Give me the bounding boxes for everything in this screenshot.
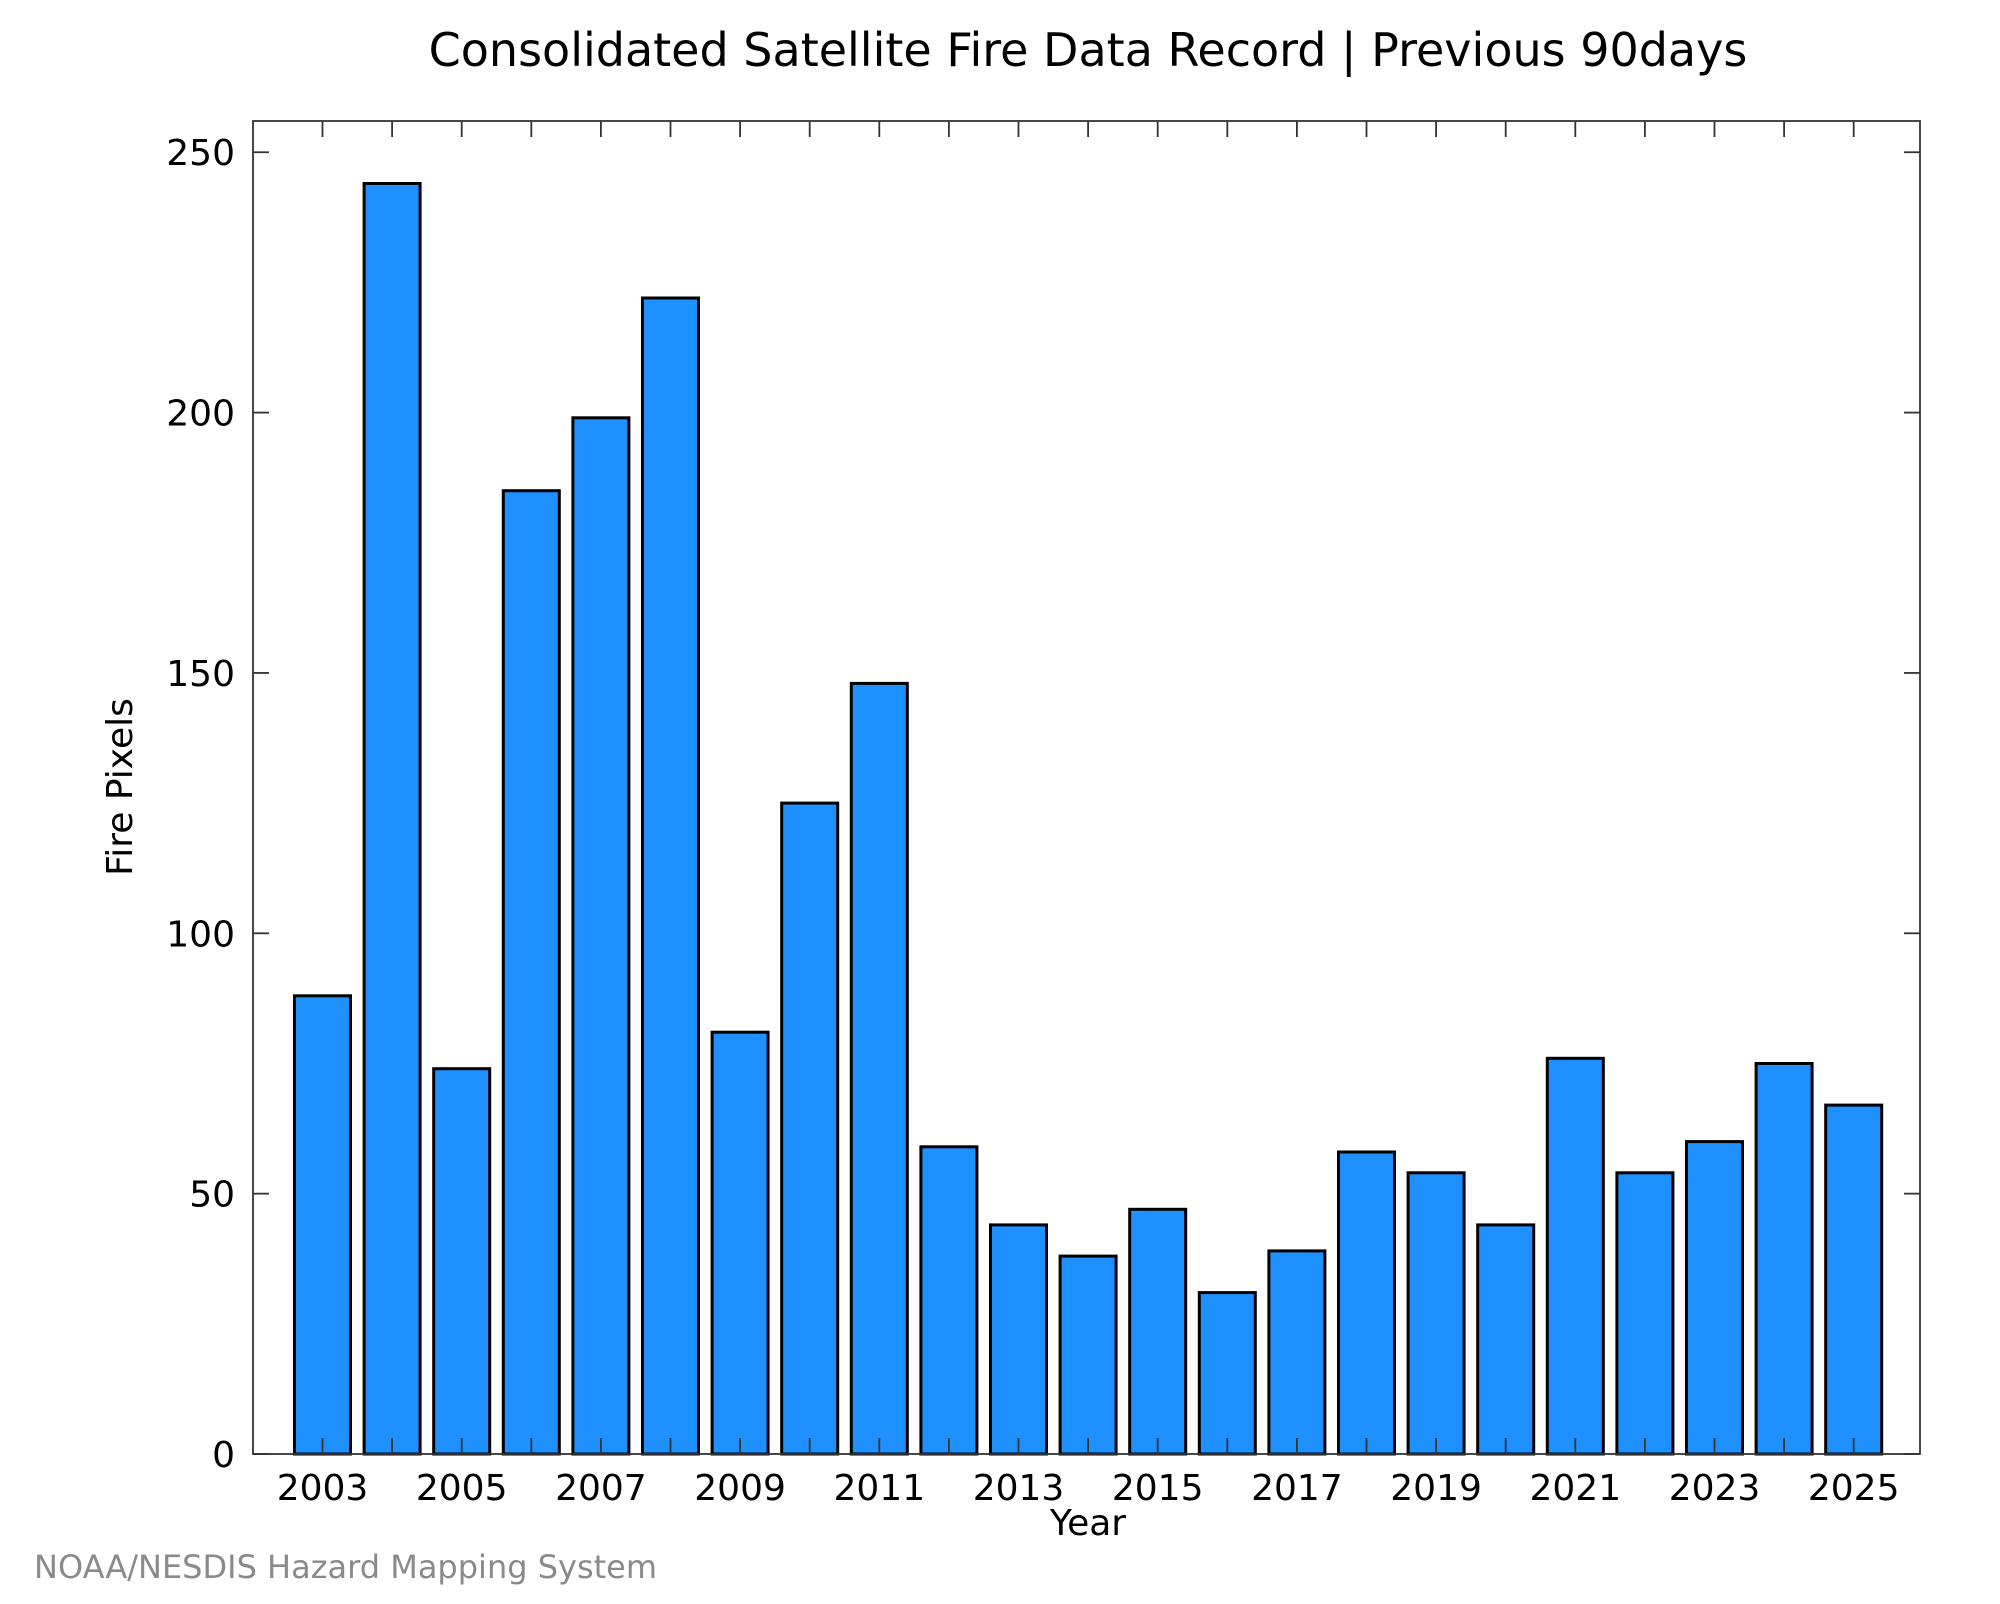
bar-2004 bbox=[362, 182, 422, 1456]
x-tick-label: 2025 bbox=[1808, 1468, 1900, 1509]
bars-layer bbox=[293, 182, 1884, 1456]
bar-2009 bbox=[710, 1030, 770, 1456]
x-tick-label: 2013 bbox=[973, 1468, 1065, 1509]
y-tick-label: 150 bbox=[166, 654, 235, 695]
y-axis-label: Fire Pixels bbox=[100, 698, 141, 876]
credit-text: NOAA/NESDIS Hazard Mapping System bbox=[34, 1548, 657, 1586]
bar-2019 bbox=[1406, 1171, 1466, 1456]
bar-2006 bbox=[501, 489, 561, 1456]
x-tick-label: 2005 bbox=[416, 1468, 508, 1509]
bar-2016 bbox=[1197, 1291, 1257, 1456]
bar-2018 bbox=[1337, 1150, 1396, 1456]
bar-2012 bbox=[919, 1145, 979, 1456]
bar-2008 bbox=[641, 296, 700, 1456]
plot-frame bbox=[252, 120, 1921, 1455]
x-tick-label: 2007 bbox=[555, 1468, 647, 1509]
bar-2011 bbox=[849, 681, 909, 1456]
x-tick-label: 2009 bbox=[694, 1468, 786, 1509]
bar-2014 bbox=[1058, 1254, 1118, 1456]
x-tick-label: 2011 bbox=[833, 1468, 925, 1509]
bar-2021 bbox=[1545, 1056, 1605, 1456]
y-tick-label: 50 bbox=[189, 1175, 235, 1216]
x-tick-label: 2019 bbox=[1390, 1468, 1482, 1509]
bar-2010 bbox=[780, 801, 840, 1456]
bar-2003 bbox=[293, 994, 352, 1456]
bar-2024 bbox=[1754, 1062, 1814, 1456]
y-tick-label: 100 bbox=[166, 914, 235, 955]
chart-title: Consolidated Satellite Fire Data Record … bbox=[429, 23, 1748, 78]
x-tick-label: 2015 bbox=[1112, 1468, 1204, 1509]
bar-2005 bbox=[432, 1067, 492, 1456]
bar-2013 bbox=[989, 1223, 1048, 1456]
ticks-layer: 0 50 100 150 200 250 2003 2005 2007 2009 2011 2013 2… bbox=[166, 121, 1920, 1509]
x-tick-label: 2003 bbox=[277, 1468, 369, 1509]
bar-2022 bbox=[1615, 1171, 1675, 1456]
bar-2025 bbox=[1824, 1103, 1884, 1456]
bar-2023 bbox=[1685, 1140, 1744, 1456]
y-tick-label: 200 bbox=[166, 394, 235, 435]
y-tick-label: 0 bbox=[212, 1435, 235, 1476]
x-tick-label: 2023 bbox=[1669, 1468, 1761, 1509]
bar-2015 bbox=[1128, 1207, 1188, 1456]
bar-2017 bbox=[1267, 1249, 1327, 1456]
bar-2007 bbox=[571, 416, 631, 1456]
bar-2020 bbox=[1476, 1223, 1536, 1456]
y-tick-label: 250 bbox=[166, 133, 235, 174]
x-tick-label: 2017 bbox=[1251, 1468, 1343, 1509]
x-axis-label: Year bbox=[1049, 1503, 1126, 1544]
x-tick-label: 2021 bbox=[1529, 1468, 1621, 1509]
